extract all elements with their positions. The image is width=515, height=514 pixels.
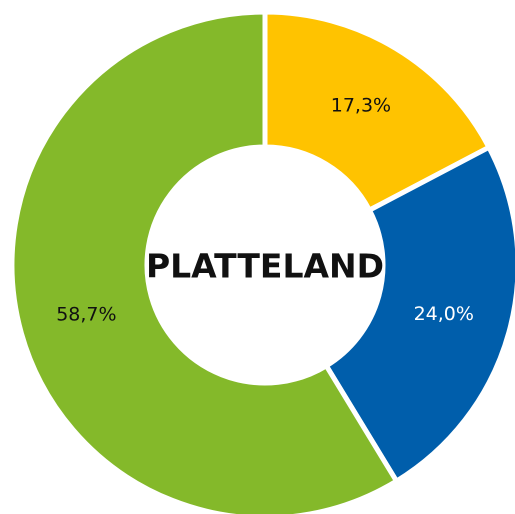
- slice: [9, 9, 400, 514]
- value-label: 58,7%: [56, 304, 116, 326]
- chart-title: PLATTELAND: [146, 247, 384, 286]
- value-label: 17,3%: [331, 95, 391, 117]
- slice: [262, 9, 493, 214]
- slices: [9, 9, 515, 514]
- value-label: 24,0%: [414, 303, 474, 325]
- slice: [322, 143, 515, 485]
